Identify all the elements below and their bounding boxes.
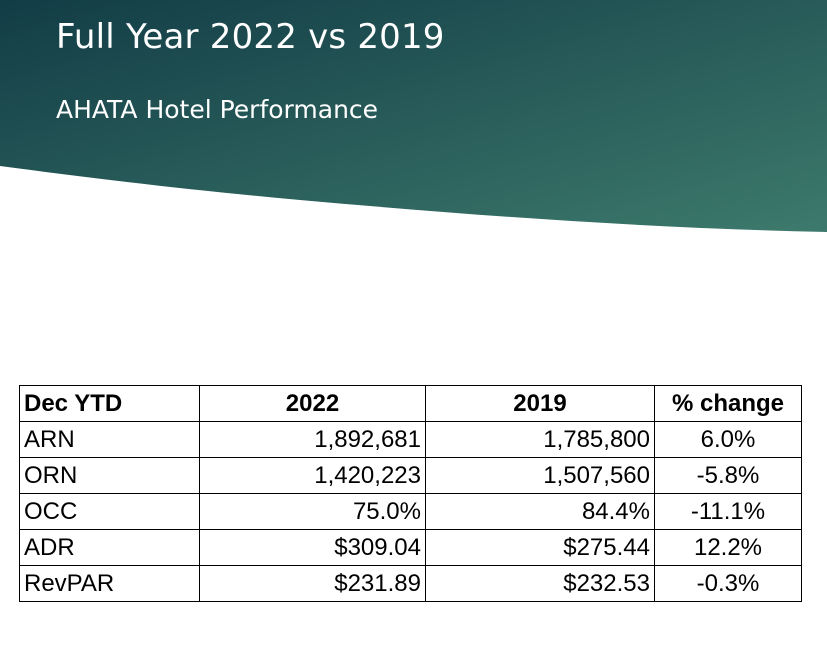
cell-2022: 1,420,223 [199,457,426,494]
slide-title: Full Year 2022 vs 2019 [56,17,445,57]
cell-2022: $309.04 [199,529,426,566]
cell-pct-change: -5.8% [654,457,802,494]
table-row: ADR $309.04 $275.44 12.2% [19,529,802,566]
table-row: ORN 1,420,223 1,507,560 -5.8% [19,457,802,494]
cell-pct-change: 12.2% [654,529,802,566]
table-row: OCC 75.0% 84.4% -11.1% [19,493,802,530]
row-label: ARN [19,421,200,458]
column-header: % change [654,385,802,422]
table-row: RevPAR $231.89 $232.53 -0.3% [19,565,802,602]
header-wave-shape [0,0,827,232]
performance-table-container: Dec YTD 2022 2019 % change ARN 1,892,681… [19,385,802,602]
header-background [0,0,827,232]
cell-2019: 1,507,560 [425,457,655,494]
cell-2022: 1,892,681 [199,421,426,458]
cell-pct-change: -0.3% [654,565,802,602]
row-label: ORN [19,457,200,494]
cell-pct-change: -11.1% [654,493,802,530]
cell-2019: $232.53 [425,565,655,602]
row-label: ADR [19,529,200,566]
cell-2019: $275.44 [425,529,655,566]
slide-subtitle: AHATA Hotel Performance [56,95,379,124]
row-label: RevPAR [19,565,200,602]
table-row: ARN 1,892,681 1,785,800 6.0% [19,421,802,458]
cell-2019: 1,785,800 [425,421,655,458]
column-header: 2022 [199,385,426,422]
cell-pct-change: 6.0% [654,421,802,458]
cell-2022: 75.0% [199,493,426,530]
column-header: Dec YTD [19,385,200,422]
cell-2019: 84.4% [425,493,655,530]
cell-2022: $231.89 [199,565,426,602]
row-label: OCC [19,493,200,530]
performance-table: Dec YTD 2022 2019 % change ARN 1,892,681… [19,385,802,602]
column-header: 2019 [425,385,655,422]
table-header-row: Dec YTD 2022 2019 % change [19,385,802,422]
